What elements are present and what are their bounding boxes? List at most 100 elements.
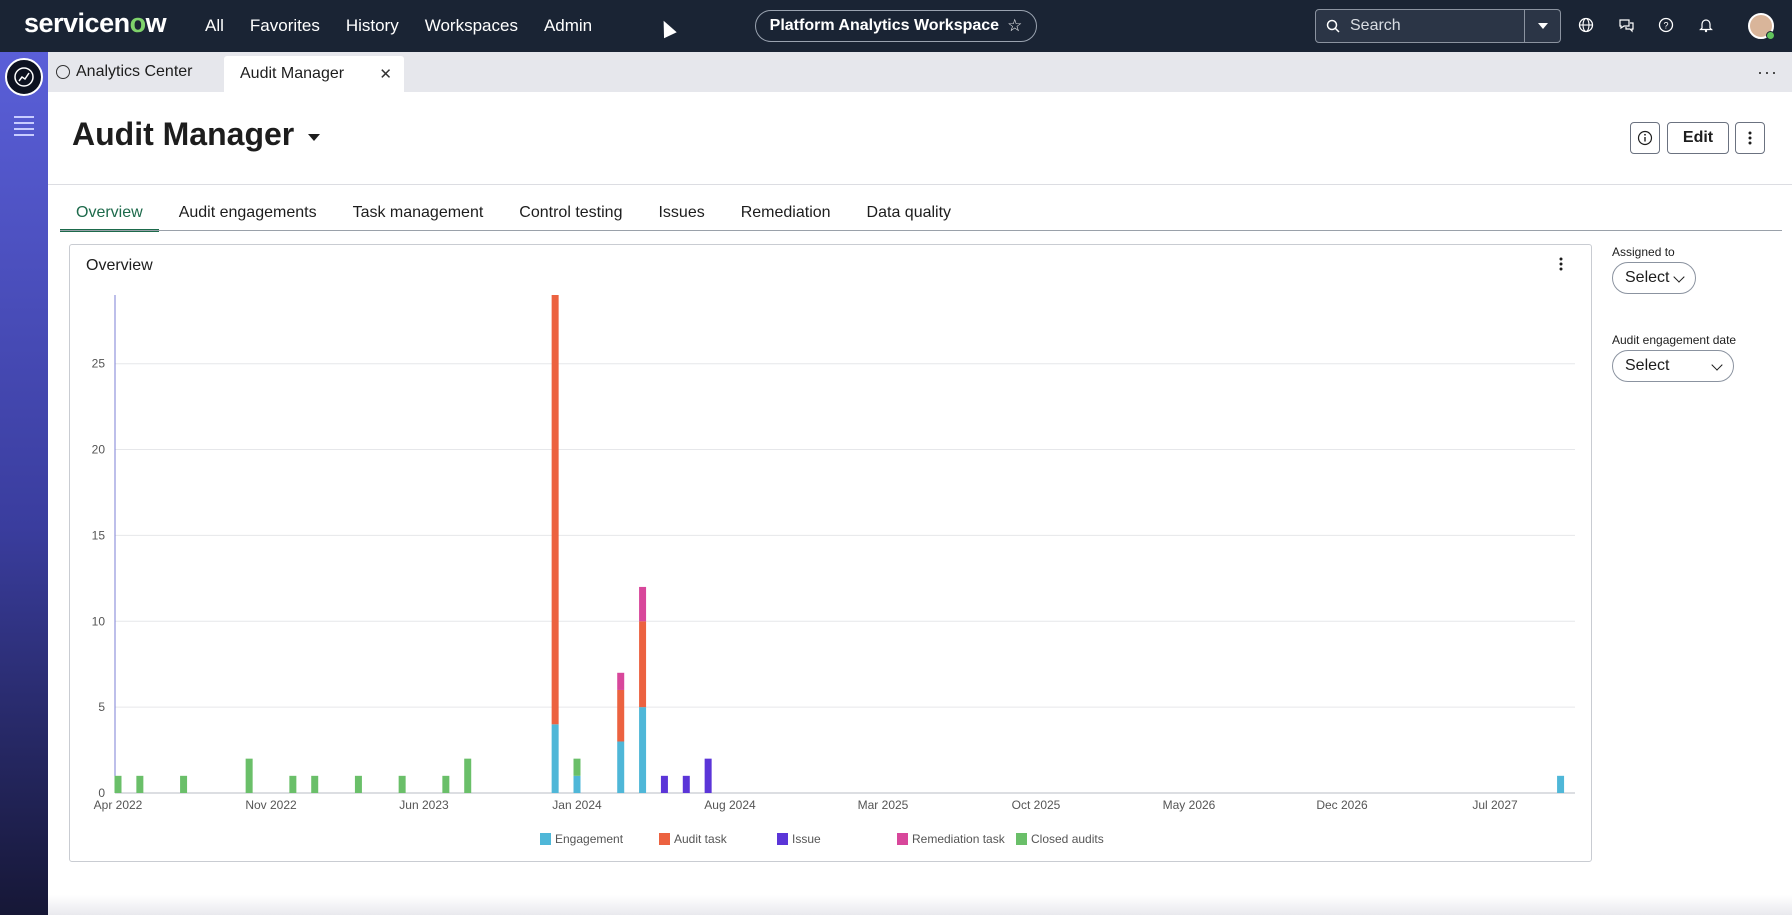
x-tick-label: Jan 2024	[552, 798, 602, 812]
x-tick-label: Dec 2026	[1316, 798, 1368, 812]
bar-segment	[617, 689, 625, 742]
more-horizontal-icon[interactable]: ···	[1757, 62, 1778, 82]
top-nav: servicenow All Favorites History Workspa…	[0, 0, 1792, 52]
left-rail	[0, 52, 48, 915]
bar-segment	[639, 621, 647, 708]
tabs-underline	[60, 230, 1782, 231]
tab-issues[interactable]: Issues	[658, 204, 705, 221]
bar-segment	[704, 758, 712, 793]
y-tick-label: 0	[98, 786, 105, 800]
search-placeholder: Search	[1350, 17, 1401, 34]
overview-chart-card: 0 5 10 15 20 25 Apr 2022 Nov 2022 Jun 2023 Jan 20…	[69, 244, 1592, 862]
bar-segment	[551, 295, 559, 725]
audit-date-select[interactable]: Select	[1612, 350, 1734, 382]
tab-audit-engagements[interactable]: Audit engagements	[178, 204, 317, 221]
workspace-pill[interactable]: Platform Analytics Workspace ☆	[755, 10, 1037, 42]
tab-control-testing[interactable]: Control testing	[519, 204, 623, 221]
nav-workspaces[interactable]: Workspaces	[424, 16, 518, 35]
bar-segment	[398, 775, 406, 793]
legend-swatch	[1016, 833, 1027, 845]
overview-chart: 0 5 10 15 20 25 Apr 2022 Nov 2022 Jun 2023 Jan 20…	[92, 295, 1575, 846]
card-menu-icon[interactable]	[1559, 255, 1563, 276]
tab-overview[interactable]: Overview	[60, 198, 159, 232]
y-tick-label: 15	[92, 528, 106, 542]
audit-date-value: Select	[1625, 357, 1670, 374]
bell-icon[interactable]	[1696, 15, 1716, 35]
legend-label: Closed audits	[1031, 832, 1104, 846]
search-icon	[1326, 19, 1340, 33]
caret-down-icon	[1537, 23, 1548, 29]
kebab-icon	[1748, 131, 1752, 145]
legend-label: Audit task	[674, 832, 728, 846]
card-title: Overview	[86, 257, 153, 274]
search-scope-dropdown[interactable]	[1525, 9, 1561, 43]
audit-date-label: Audit engagement date	[1612, 333, 1737, 347]
info-icon	[1637, 130, 1653, 146]
analytics-workspace-icon[interactable]	[5, 58, 43, 96]
x-tick-label: Aug 2024	[704, 798, 756, 812]
servicenow-logo[interactable]: servicenow	[24, 8, 167, 38]
x-tick-label: Mar 2025	[858, 798, 909, 812]
bar-segment	[551, 724, 559, 793]
bar-segment	[639, 586, 647, 622]
tab-remediation[interactable]: Remediation	[740, 204, 831, 221]
more-vertical-button[interactable]	[1735, 122, 1765, 154]
x-tick-label: May 2026	[1163, 798, 1216, 812]
nav-admin[interactable]: Admin	[543, 16, 593, 35]
bar-segment	[682, 775, 690, 793]
edit-button[interactable]: Edit	[1667, 122, 1729, 154]
x-tick-label: Oct 2025	[1012, 798, 1061, 812]
tab-data-quality[interactable]: Data quality	[866, 204, 952, 221]
presence-status-icon	[1766, 31, 1775, 40]
legend-swatch	[897, 833, 908, 845]
help-icon[interactable]: ?	[1656, 15, 1676, 35]
bar-segment	[442, 775, 450, 793]
bar-segment	[464, 758, 472, 793]
bar-segment	[136, 775, 144, 793]
tab-analytics-center[interactable]: Analytics Center	[56, 52, 193, 92]
bar-segment	[289, 775, 297, 793]
caret-down-icon[interactable]	[308, 134, 321, 141]
tab-audit-manager-label: Audit Manager	[240, 65, 345, 82]
legend-label: Issue	[792, 832, 821, 846]
y-tick-label: 5	[98, 700, 105, 714]
bar-segment	[660, 775, 668, 793]
analytics-icon	[56, 65, 70, 79]
global-search-input[interactable]: Search	[1315, 9, 1525, 43]
close-tab-icon[interactable]: ✕	[379, 66, 392, 83]
y-tick-label: 25	[92, 357, 106, 371]
nav-links: All Favorites History Workspaces Admin	[205, 0, 618, 52]
bar-segment	[617, 672, 625, 690]
nav-all[interactable]: All	[205, 16, 224, 35]
legend-swatch	[777, 833, 788, 845]
mouse-cursor-icon	[657, 17, 677, 39]
star-icon[interactable]: ☆	[1007, 16, 1023, 35]
chevron-down-icon	[1673, 271, 1685, 283]
info-button[interactable]	[1630, 122, 1660, 154]
nav-history[interactable]: History	[345, 16, 399, 35]
workspace-tabbar: Analytics Center Audit Manager ✕ ···	[48, 52, 1792, 92]
tab-audit-manager[interactable]: Audit Manager ✕	[224, 56, 404, 92]
chat-icon[interactable]	[1616, 15, 1636, 35]
x-tick-label: Nov 2022	[245, 798, 297, 812]
assigned-to-select[interactable]: Select	[1612, 262, 1696, 294]
y-tick-label: 10	[92, 614, 106, 628]
legend-label: Remediation task	[912, 832, 1006, 846]
page-title[interactable]: Audit Manager	[72, 116, 321, 153]
x-tick-label: Apr 2022	[94, 798, 143, 812]
bottom-edge	[48, 895, 1792, 915]
assigned-to-value: Select	[1625, 269, 1670, 286]
assigned-to-label: Assigned to	[1612, 245, 1675, 259]
bar-segment	[639, 707, 647, 793]
nav-favorites[interactable]: Favorites	[249, 16, 320, 35]
header-divider	[48, 184, 1792, 185]
tab-task-management[interactable]: Task management	[352, 204, 484, 221]
svg-text:?: ?	[1663, 21, 1668, 31]
y-tick-label: 20	[92, 443, 106, 457]
bar-segment	[573, 775, 581, 793]
page-title-label: Audit Manager	[72, 116, 295, 152]
chevron-down-icon	[1711, 359, 1723, 371]
globe-icon[interactable]	[1576, 15, 1596, 35]
legend-swatch	[540, 833, 551, 845]
list-icon[interactable]	[14, 116, 34, 140]
